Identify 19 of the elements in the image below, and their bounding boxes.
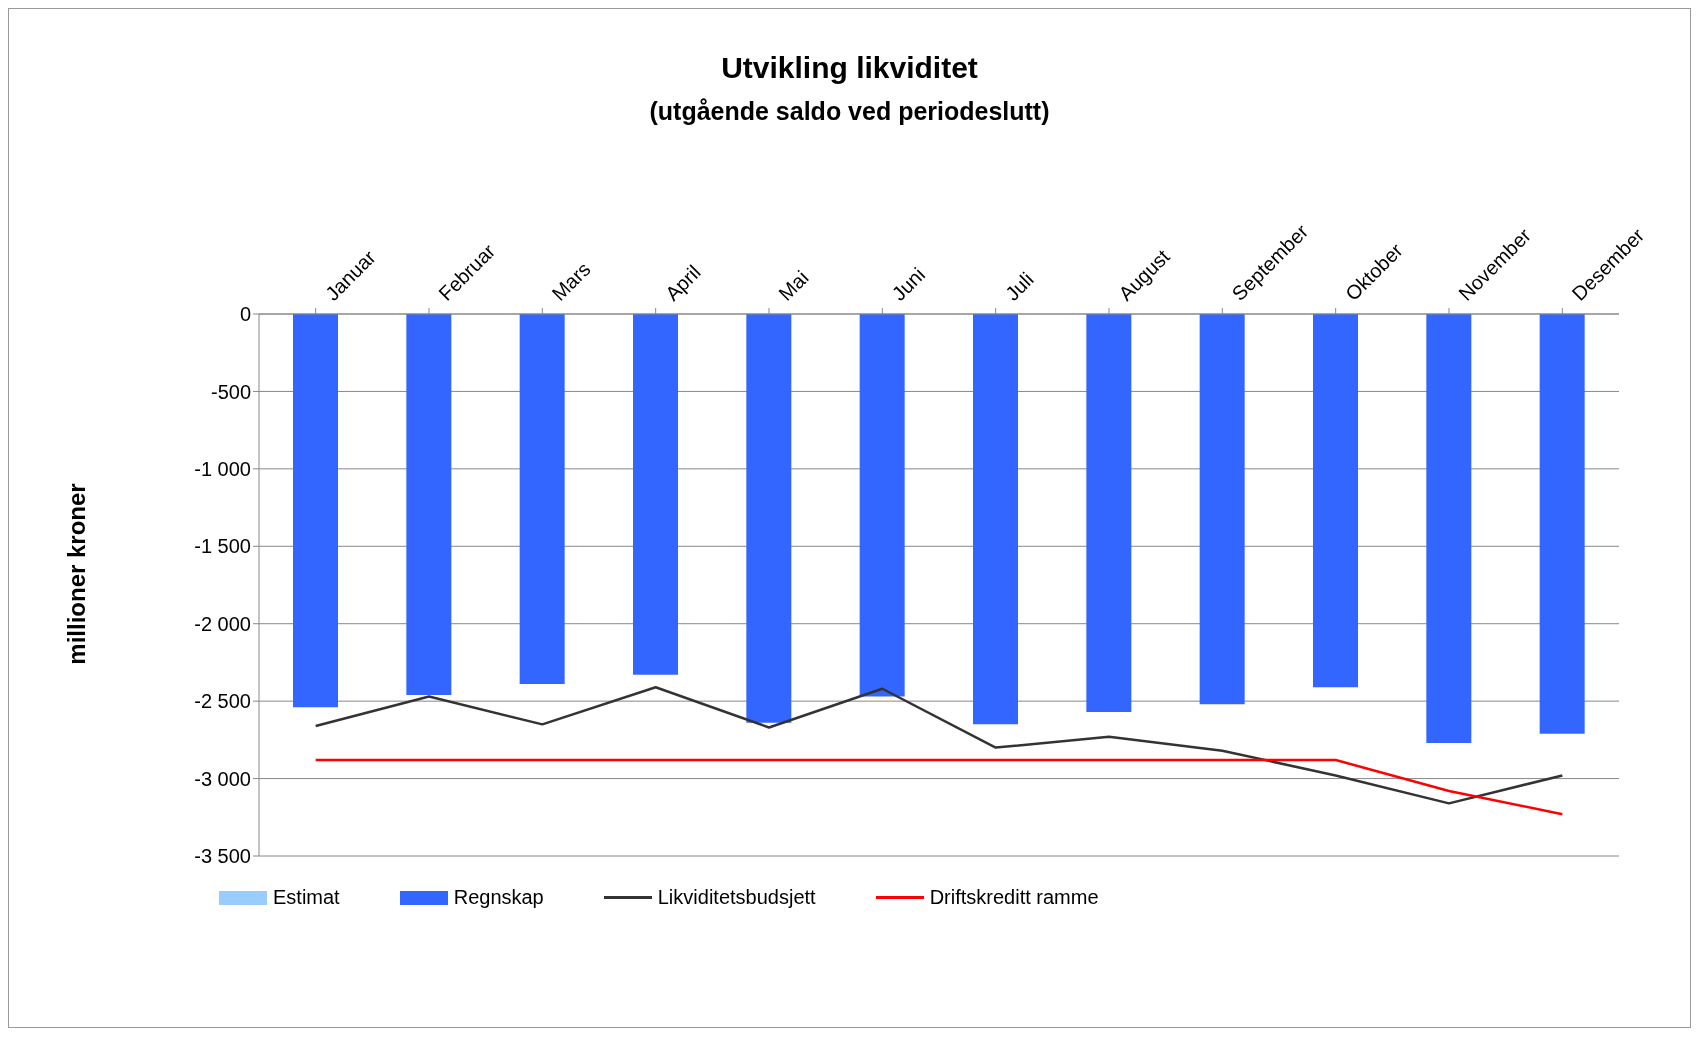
legend-label: Estimat: [273, 886, 340, 909]
legend-label: Regnskap: [453, 886, 544, 909]
y-tick-label: 0: [239, 303, 251, 326]
y-tick-label: -2 000: [194, 612, 251, 635]
x-tick-label: Juli: [1000, 268, 1038, 305]
y-tick-label: -2 500: [194, 690, 251, 713]
x-tick-label: Mai: [774, 266, 813, 305]
y-tick-label: -1 500: [194, 535, 251, 558]
legend-label: Driftskreditt ramme: [929, 886, 1099, 909]
y-axis-title: millioner kroner: [63, 483, 91, 665]
legend-label: Likviditetsbudsjett: [657, 886, 816, 909]
y-tick-label: -3 000: [194, 767, 251, 790]
y-tick-label: -1 000: [194, 457, 251, 480]
y-tick-label: -500: [210, 380, 251, 403]
y-tick-label: -3 500: [194, 845, 251, 868]
x-tick-label: Juni: [887, 263, 930, 305]
line-series: [314, 685, 1564, 805]
chart-title: Utvikling likviditet: [720, 51, 979, 85]
chart-subtitle: (utgående saldo ved periodeslutt): [648, 97, 1051, 126]
